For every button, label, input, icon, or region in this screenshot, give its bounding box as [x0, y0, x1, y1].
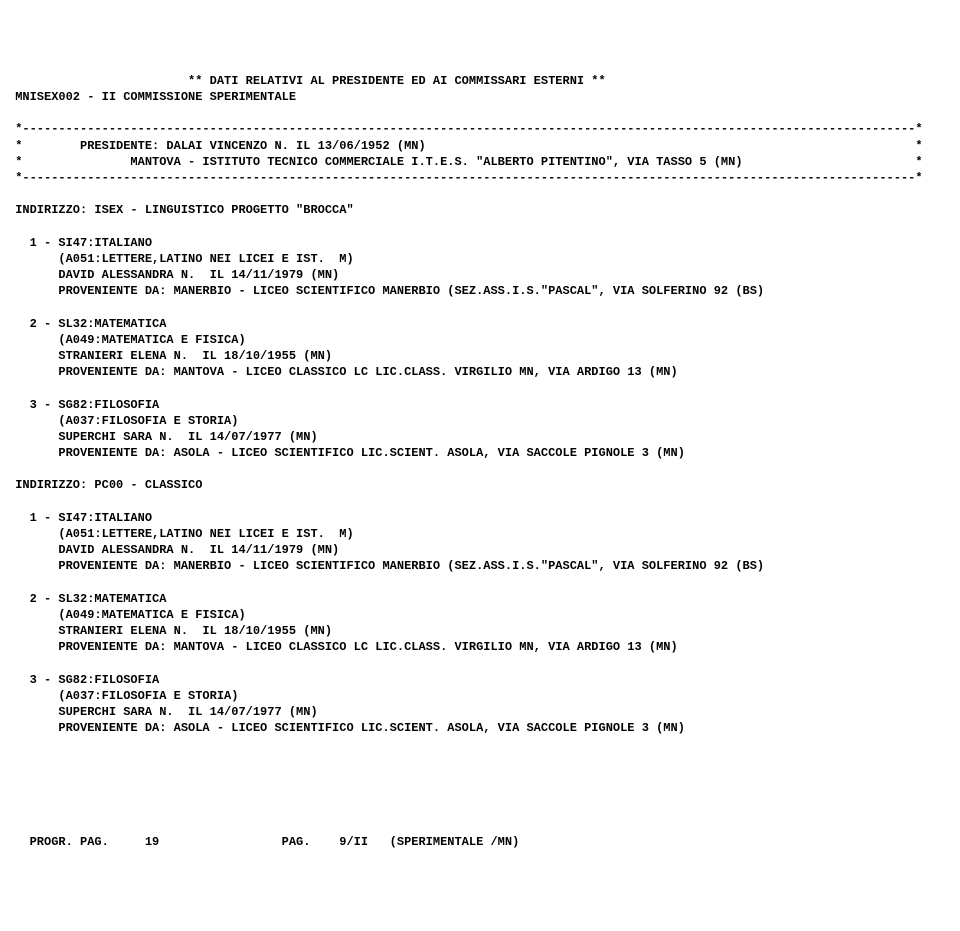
- sec2-m3-head: 3 - SG82:FILOSOFIA: [8, 673, 159, 687]
- president-line: * PRESIDENTE: DALAI VINCENZO N. IL 13/06…: [8, 139, 923, 153]
- sec2-m1-prov: PROVENIENTE DA: MANERBIO - LICEO SCIENTI…: [8, 559, 764, 573]
- sec2-m1-paren: (A051:LETTERE,LATINO NEI LICEI E IST. M): [8, 527, 354, 541]
- sec2-m2-prov: PROVENIENTE DA: MANTOVA - LICEO CLASSICO…: [8, 640, 678, 654]
- sec1-m2-paren: (A049:MATEMATICA E FISICA): [8, 333, 246, 347]
- sec2-m1-name: DAVID ALESSANDRA N. IL 14/11/1979 (MN): [8, 543, 339, 557]
- sec1-m3-paren: (A037:FILOSOFIA E STORIA): [8, 414, 238, 428]
- indirizzo-1: INDIRIZZO: ISEX - LINGUISTICO PROGETTO "…: [8, 203, 354, 217]
- box-rule-bottom: *---------------------------------------…: [8, 171, 923, 185]
- sec2-m2-head: 2 - SL32:MATEMATICA: [8, 592, 166, 606]
- sec2-m3-name: SUPERCHI SARA N. IL 14/07/1977 (MN): [8, 705, 318, 719]
- footer-line: PROGR. PAG. 19 PAG. 9/II (SPERIMENTALE /…: [8, 835, 519, 849]
- sec1-m3-name: SUPERCHI SARA N. IL 14/07/1977 (MN): [8, 430, 318, 444]
- sec1-m3-head: 3 - SG82:FILOSOFIA: [8, 398, 159, 412]
- document-body: ** DATI RELATIVI AL PRESIDENTE ED AI COM…: [8, 73, 960, 850]
- sec2-m2-paren: (A049:MATEMATICA E FISICA): [8, 608, 246, 622]
- sec1-m2-name: STRANIERI ELENA N. IL 18/10/1955 (MN): [8, 349, 332, 363]
- sec1-m1-paren: (A051:LETTERE,LATINO NEI LICEI E IST. M): [8, 252, 354, 266]
- sec2-m3-prov: PROVENIENTE DA: ASOLA - LICEO SCIENTIFIC…: [8, 721, 685, 735]
- sec1-m2-head: 2 - SL32:MATEMATICA: [8, 317, 166, 331]
- box-rule-top: *---------------------------------------…: [8, 122, 923, 136]
- sec1-m1-prov: PROVENIENTE DA: MANERBIO - LICEO SCIENTI…: [8, 284, 764, 298]
- header-title: ** DATI RELATIVI AL PRESIDENTE ED AI COM…: [8, 74, 606, 88]
- sec1-m1-head: 1 - SI47:ITALIANO: [8, 236, 152, 250]
- sec1-m1-name: DAVID ALESSANDRA N. IL 14/11/1979 (MN): [8, 268, 339, 282]
- school-line: * MANTOVA - ISTITUTO TECNICO COMMERCIALE…: [8, 155, 923, 169]
- sec2-m1-head: 1 - SI47:ITALIANO: [8, 511, 152, 525]
- header-subtitle: MNISEX002 - II COMMISSIONE SPERIMENTALE: [8, 90, 296, 104]
- sec2-m3-paren: (A037:FILOSOFIA E STORIA): [8, 689, 238, 703]
- sec1-m3-prov: PROVENIENTE DA: ASOLA - LICEO SCIENTIFIC…: [8, 446, 685, 460]
- indirizzo-2: INDIRIZZO: PC00 - CLASSICO: [8, 478, 202, 492]
- sec2-m2-name: STRANIERI ELENA N. IL 18/10/1955 (MN): [8, 624, 332, 638]
- sec1-m2-prov: PROVENIENTE DA: MANTOVA - LICEO CLASSICO…: [8, 365, 678, 379]
